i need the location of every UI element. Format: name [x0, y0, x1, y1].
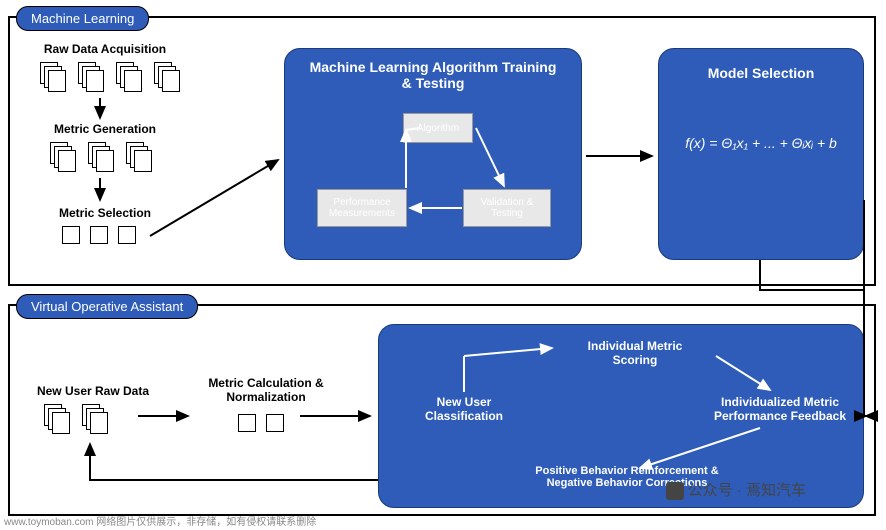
voa-panel-label: Virtual Operative Assistant: [16, 294, 198, 319]
wechat-icon: [666, 482, 684, 500]
ml-box-title: Machine Learning Algorithm Training & Te…: [285, 49, 581, 91]
feedback-label: Individualized Metric Performance Feedba…: [705, 395, 855, 423]
ml-algorithm-box: Machine Learning Algorithm Training & Te…: [284, 48, 582, 260]
watermark: 公众号 · 焉知汽车: [666, 479, 806, 500]
new-user-raw-label: New User Raw Data: [28, 384, 158, 398]
model-title: Model Selection: [659, 49, 863, 81]
model-selection-box: Model Selection f(x) = Θ₁x₁ + ... + Θᵢxᵢ…: [658, 48, 864, 260]
metric-calc-box-icon: [266, 414, 284, 432]
footer-text: www.toymoban.com 网络图片仅供展示，非存储，如有侵权请联系删除: [4, 513, 316, 528]
model-formula: f(x) = Θ₁x₁ + ... + Θᵢxᵢ + b: [659, 135, 863, 151]
performance-box: Performance Measurements: [317, 189, 407, 227]
metric-sel-box-icon: [62, 226, 80, 244]
metric-sel-box-icon: [90, 226, 108, 244]
metric-sel-label: Metric Selection: [45, 206, 165, 220]
metric-sel-box-icon: [118, 226, 136, 244]
ml-panel-label: Machine Learning: [16, 6, 149, 31]
algorithm-box: Algorithm: [403, 113, 473, 143]
metric-gen-label: Metric Generation: [40, 122, 170, 136]
individual-scoring-label: Individual Metric Scoring: [565, 339, 705, 367]
validation-box: Validation & Testing: [463, 189, 551, 227]
raw-data-label: Raw Data Acquisition: [30, 42, 180, 56]
metric-calc-label: Metric Calculation & Normalization: [196, 376, 336, 404]
metric-calc-box-icon: [238, 414, 256, 432]
new-user-class-label: New User Classification: [409, 395, 519, 423]
